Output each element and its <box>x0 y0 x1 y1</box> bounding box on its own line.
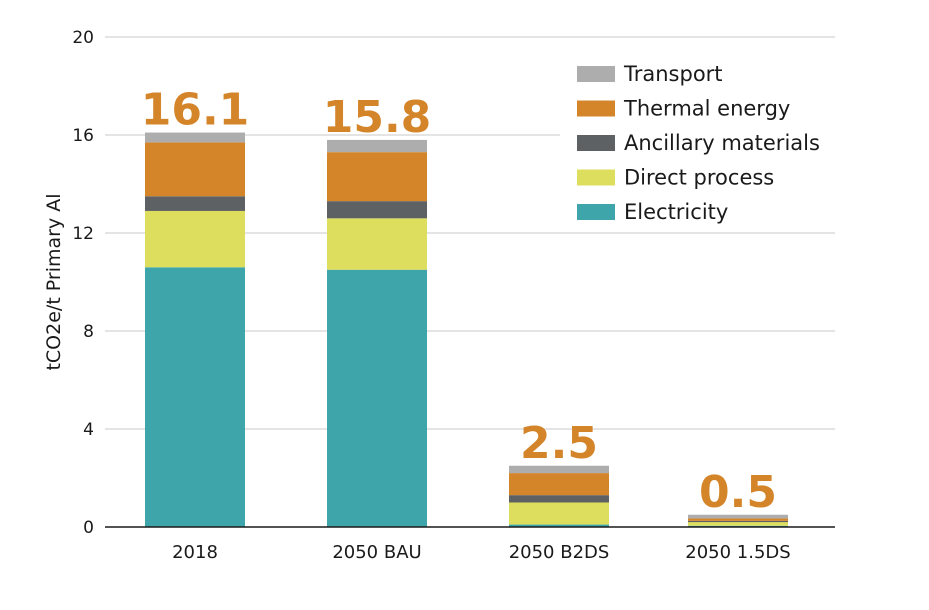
legend-entry-label: Direct process <box>624 166 774 190</box>
legend-entry-label: Transport <box>623 62 723 86</box>
legend-swatch <box>577 66 615 82</box>
bars <box>145 132 788 527</box>
y-axis-ticks: 0 4 8 12 16 20 <box>72 28 94 538</box>
bar-segment-transport <box>509 465 609 474</box>
bar-segment-electricity <box>509 524 609 527</box>
y-tick-label: 12 <box>72 224 94 244</box>
legend-swatch <box>577 100 615 117</box>
legend-swatch <box>577 204 615 220</box>
legend-entry-label: Electricity <box>624 200 728 224</box>
bar-segment-transport <box>327 139 427 153</box>
bar-segment-direct-process <box>688 522 788 526</box>
legend-entry-label: Thermal energy <box>623 97 790 121</box>
bar-segment-ancillary-materials <box>327 201 427 219</box>
bar-segment-ancillary-materials <box>688 520 788 523</box>
bar-segment-thermal-energy <box>688 518 788 521</box>
y-axis-title: tCO2e/t Primary Al <box>43 193 65 370</box>
bar-segment-thermal-energy <box>145 142 245 197</box>
legend-swatch <box>577 169 615 186</box>
legend-entry-label: Ancillary materials <box>624 131 820 155</box>
y-tick-label: 4 <box>83 420 94 440</box>
x-axis-labels: 2018 2050 BAU 2050 B2DS 2050 1.5DS <box>172 542 791 563</box>
bar-segment-ancillary-materials <box>509 495 609 503</box>
bar-segment-transport <box>688 514 788 519</box>
bar-segment-direct-process <box>327 218 427 270</box>
y-tick-label: 8 <box>83 322 94 342</box>
bar-segment-direct-process <box>145 210 245 268</box>
legend-swatch <box>577 135 615 151</box>
x-category-label: 2050 BAU <box>332 542 421 563</box>
bar-segment-electricity <box>327 269 427 527</box>
y-tick-label: 16 <box>72 126 94 146</box>
x-category-label: 2018 <box>172 542 218 563</box>
bar-total-label: 16.1 <box>141 85 250 136</box>
bar-segment-direct-process <box>509 502 609 525</box>
y-tick-label: 20 <box>72 28 94 48</box>
bar-total-label: 0.5 <box>699 467 777 518</box>
bar-segment-ancillary-materials <box>145 196 245 211</box>
total-labels: 16.1 15.8 2.5 0.5 <box>141 85 777 518</box>
bar-segment-thermal-energy <box>327 152 427 202</box>
bar-total-label: 2.5 <box>520 418 598 469</box>
x-category-label: 2050 B2DS <box>509 542 610 563</box>
x-category-label: 2050 1.5DS <box>685 542 790 563</box>
bar-total-label: 15.8 <box>323 92 432 143</box>
bar-segment-thermal-energy <box>509 473 609 496</box>
y-tick-label: 0 <box>83 518 94 538</box>
legend: Transport Thermal energy Ancillary materia… <box>560 52 835 232</box>
bar-segment-electricity <box>145 267 245 527</box>
bar-segment-transport <box>145 132 245 143</box>
